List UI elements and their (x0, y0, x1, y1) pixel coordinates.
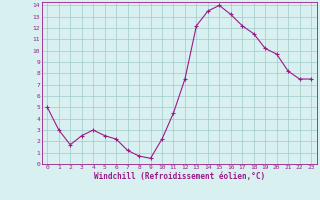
X-axis label: Windchill (Refroidissement éolien,°C): Windchill (Refroidissement éolien,°C) (94, 172, 265, 181)
